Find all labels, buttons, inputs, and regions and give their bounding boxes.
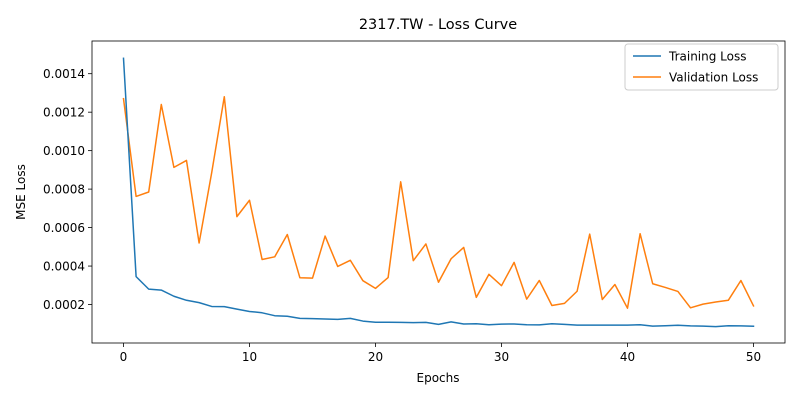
x-tick-label: 50 [746,350,761,364]
plot-area [122,57,755,328]
x-tick-label: 40 [620,350,635,364]
series-line-validation-loss [122,96,755,309]
x-tick-label: 0 [120,350,128,364]
y-tick-label: 0.0006 [43,221,85,235]
y-tick-label: 0.0010 [43,144,85,158]
axis-ticks: 0 10 20 30 40 50 0.0002 0.0004 0.0006 0.0008 0.001… [43,67,761,364]
y-tick-label: 0.0008 [43,182,85,196]
y-axis-label: MSE Loss [14,164,28,220]
series-line-training-loss [122,57,755,328]
y-tick-label: 0.0002 [43,298,85,312]
legend-label-validation-loss: Validation Loss [669,71,758,85]
chart-title: 2317.TW - Loss Curve [359,17,517,33]
x-axis-label: Epochs [417,371,460,385]
y-tick-label: 0.0004 [43,259,85,273]
legend-label-training-loss: Training Loss [668,50,746,64]
x-tick-label: 30 [494,350,509,364]
plot-frame [91,40,786,344]
x-tick-label: 10 [242,350,257,364]
legend: Training Loss Validation Loss [624,43,779,91]
y-tick-label: 0.0014 [43,67,85,81]
x-tick-label: 20 [368,350,383,364]
y-tick-label: 0.0012 [43,105,85,119]
legend-box [624,43,779,91]
